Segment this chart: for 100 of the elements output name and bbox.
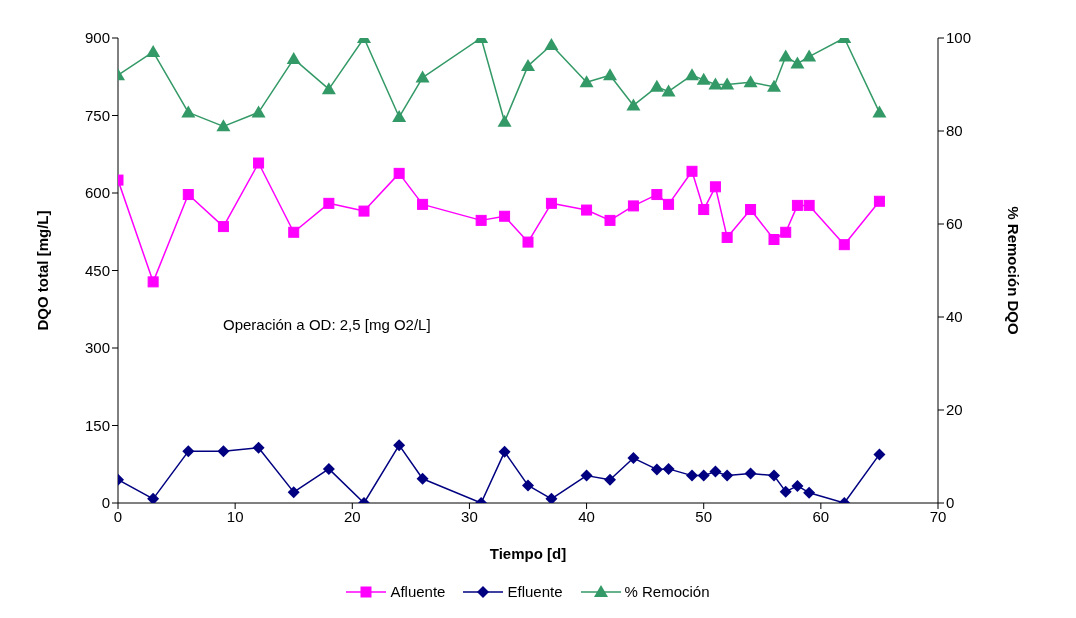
- x-tick-label: 50: [695, 507, 713, 525]
- point: [251, 105, 266, 118]
- point: [217, 445, 230, 458]
- point: [838, 239, 850, 251]
- point: [744, 467, 757, 480]
- x-tick-label: 30: [461, 507, 478, 525]
- point: [791, 199, 803, 211]
- point: [778, 49, 793, 62]
- point: [802, 49, 817, 62]
- point: [416, 472, 429, 485]
- point: [393, 167, 405, 179]
- point: [521, 58, 535, 71]
- point: [650, 463, 663, 476]
- point: [499, 210, 511, 222]
- y-tick-label: 750: [84, 106, 110, 124]
- point: [661, 84, 676, 97]
- x-tick-label: 20: [343, 507, 361, 525]
- point: [581, 204, 593, 216]
- y-tick-label: 300: [84, 339, 110, 357]
- point: [522, 236, 534, 248]
- y-axis-title: DQO total [mg/L]: [34, 210, 52, 331]
- y2-tick-label: 20: [946, 401, 963, 419]
- point: [217, 221, 229, 233]
- point: [709, 465, 722, 478]
- point: [696, 72, 711, 85]
- point: [698, 204, 710, 216]
- point: [780, 226, 792, 238]
- point: [392, 110, 407, 123]
- y2-tick-label: 40: [946, 308, 963, 326]
- point: [182, 445, 195, 458]
- point: [803, 199, 815, 211]
- point: [475, 214, 487, 226]
- point: [545, 492, 558, 503]
- point: [663, 198, 675, 210]
- point: [768, 469, 780, 482]
- point: [743, 75, 758, 88]
- point: [627, 452, 640, 465]
- point: [288, 226, 300, 238]
- point: [651, 189, 663, 201]
- x-tick-label: 60: [812, 507, 830, 525]
- point: [768, 234, 780, 245]
- x-tick-label: 0: [113, 507, 123, 525]
- point: [779, 485, 792, 498]
- point: [697, 469, 710, 482]
- point: [286, 51, 301, 64]
- point: [322, 462, 335, 475]
- point: [498, 445, 511, 458]
- point: [627, 200, 639, 212]
- legend-label: % Remoción: [624, 583, 710, 600]
- point: [252, 441, 265, 454]
- point: [709, 181, 721, 193]
- point: [544, 38, 559, 50]
- point: [686, 165, 698, 177]
- x-axis-title: Tiempo [d]: [489, 545, 567, 562]
- point: [721, 469, 734, 482]
- point: [323, 197, 335, 209]
- point: [708, 77, 723, 90]
- y2-tick-label: 0: [946, 494, 955, 512]
- legend-label: Efluente: [507, 583, 563, 600]
- point: [603, 68, 617, 81]
- point: [604, 473, 616, 486]
- y2-tick-label: 60: [946, 215, 963, 233]
- x-tick-label: 40: [578, 507, 595, 525]
- point: [767, 79, 781, 92]
- point: [253, 157, 265, 169]
- y-tick-label: 900: [84, 29, 110, 47]
- point: [497, 114, 512, 127]
- point: [685, 68, 699, 81]
- point: [686, 469, 698, 482]
- point: [790, 56, 805, 69]
- y-tick-label: 450: [84, 261, 110, 279]
- y-tick-label: 0: [101, 494, 110, 512]
- point: [791, 479, 804, 492]
- point: [720, 77, 735, 90]
- y2-tick-label: 100: [946, 29, 972, 47]
- point: [522, 479, 534, 492]
- point: [662, 462, 675, 475]
- point: [181, 105, 196, 118]
- point: [580, 469, 593, 482]
- point: [579, 75, 594, 88]
- x-tick-label: 70: [929, 507, 947, 525]
- point: [626, 98, 641, 111]
- point: [649, 79, 664, 92]
- point: [393, 439, 406, 452]
- point: [147, 492, 160, 503]
- y2-tick-label: 80: [946, 122, 963, 140]
- annotation: Operación a OD: 2,5 [mg O2/L]: [223, 316, 431, 333]
- point: [721, 231, 733, 243]
- point: [872, 105, 887, 118]
- point: [745, 204, 757, 216]
- point: [415, 70, 430, 83]
- y2-axis-title: % Remoción DQO: [1004, 206, 1022, 335]
- point: [545, 197, 557, 209]
- y-tick-label: 150: [84, 416, 110, 434]
- point: [803, 486, 816, 499]
- point: [873, 195, 885, 207]
- x-tick-label: 10: [226, 507, 244, 525]
- point: [873, 448, 886, 461]
- legend-label: Afluente: [390, 583, 446, 600]
- point: [216, 119, 231, 132]
